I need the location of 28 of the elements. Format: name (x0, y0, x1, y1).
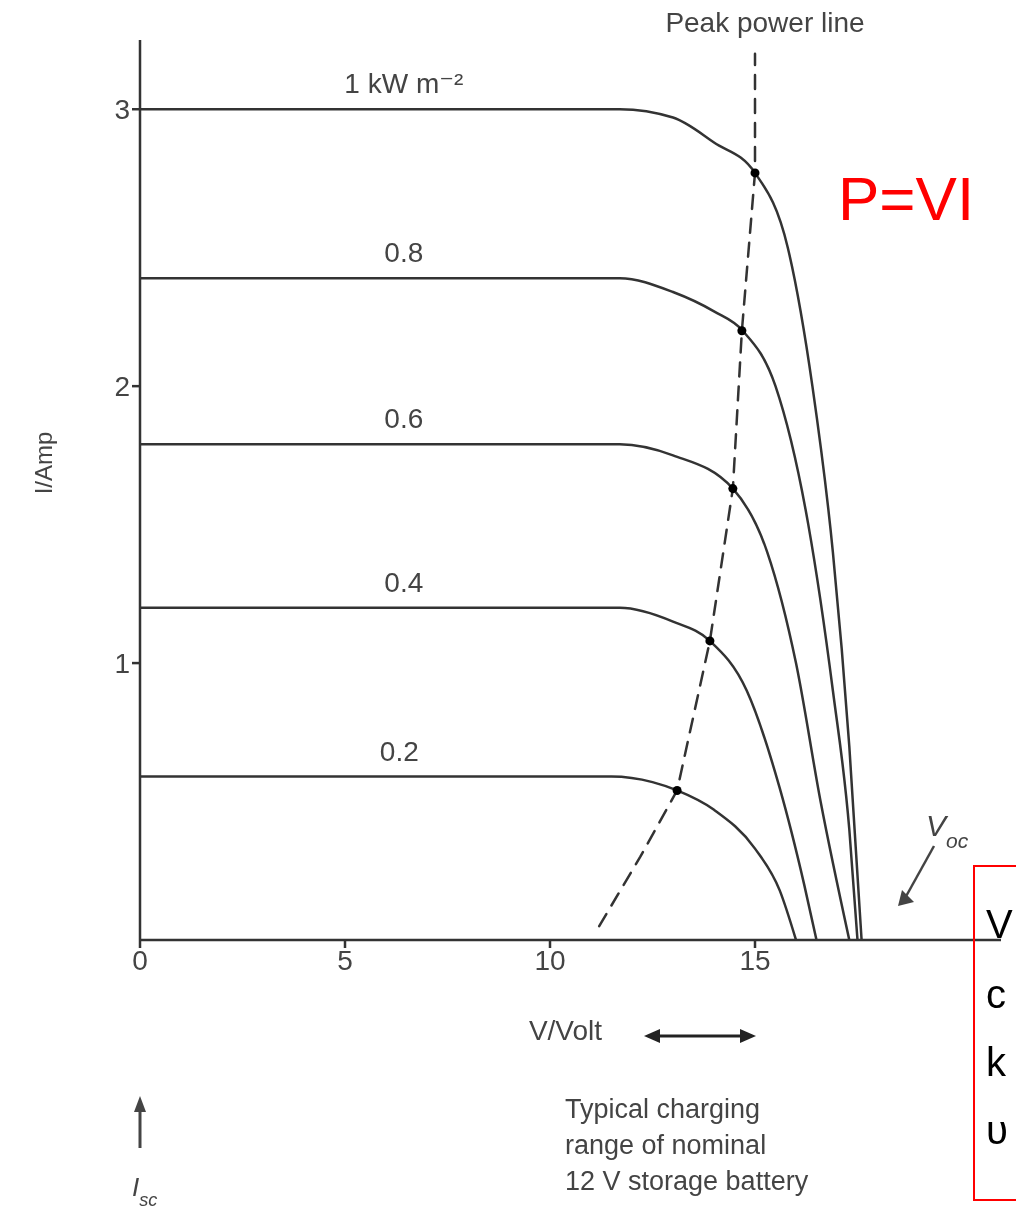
series-label: 0.4 (384, 566, 424, 598)
text: k (986, 1040, 1007, 1084)
text: c (986, 972, 1006, 1016)
y-tick-label: 3 (114, 94, 130, 126)
x-tick-label: 15 (739, 944, 771, 976)
annotation: P=VI (838, 164, 975, 233)
series-label: 1 kW m⁻² (344, 68, 464, 100)
y-tick-label: 2 (114, 371, 130, 403)
y-axis-title: I/Amp (30, 431, 57, 495)
point (737, 326, 747, 336)
text: υ (986, 1108, 1008, 1152)
y-tick-label: 1 (114, 648, 130, 680)
point (705, 636, 715, 646)
point (672, 785, 682, 795)
annotation: V (986, 902, 1013, 946)
series-label: Peak power line (665, 6, 865, 38)
series-label: 0.8 (384, 237, 424, 269)
series-label: 0.6 (384, 403, 424, 435)
x-axis-title: V/Volt (528, 1015, 603, 1046)
text: Typical charging range of nominal 12 V storage battery (565, 1094, 809, 1196)
x-tick-label: 5 (337, 944, 353, 976)
x-tick-label: 10 (534, 944, 566, 976)
text: I$_{sc}$ (132, 1172, 158, 1210)
x-tick-label: 0 (132, 944, 148, 976)
annotation: V$_{oc}$ (926, 809, 969, 852)
point (750, 168, 760, 178)
series-label: 0.2 (379, 735, 419, 767)
point (728, 484, 738, 494)
